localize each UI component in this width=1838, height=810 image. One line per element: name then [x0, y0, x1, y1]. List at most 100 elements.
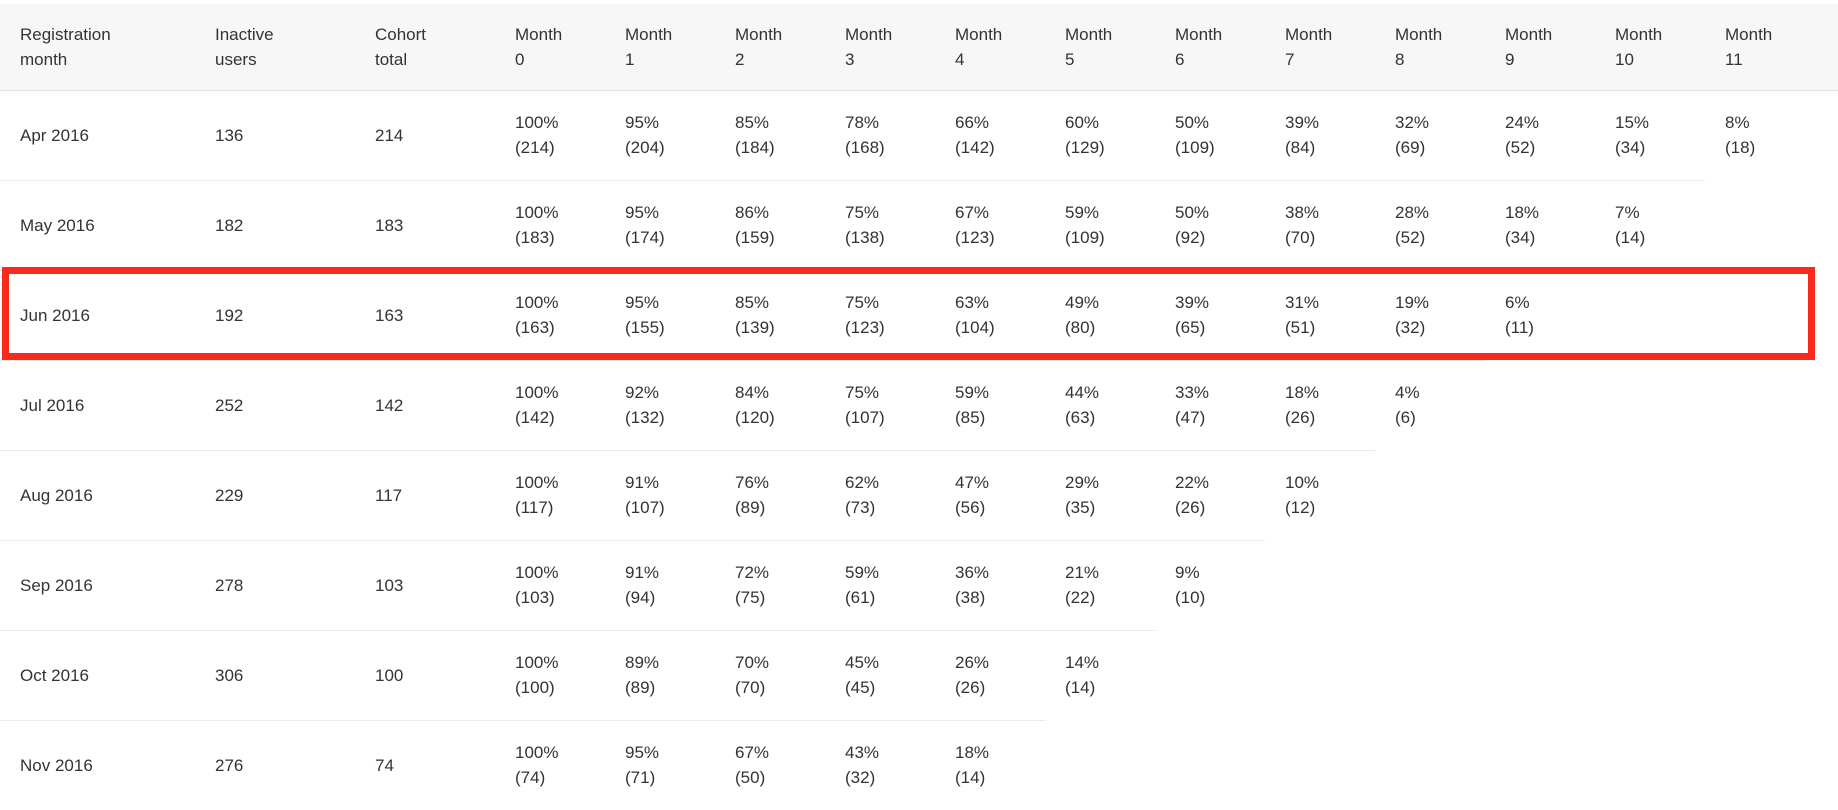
month-3-cell: 75% (107) — [825, 359, 935, 450]
inactive-users-cell-value: 229 — [215, 485, 244, 505]
retention-count: (34) — [1615, 138, 1646, 157]
cohort-row-may-2016: May 2016 182 183 100% (183) 95% (174) 86% (159) 7… — [0, 179, 1838, 270]
column-header-month-8: Month 8 — [1375, 4, 1485, 91]
retention-percent: 36% — [955, 563, 990, 582]
retention-count: (51) — [1285, 318, 1316, 337]
inactive-users-cell: 306 — [195, 629, 355, 720]
retention-percent: 33% — [1175, 383, 1210, 402]
retention-count: (34) — [1505, 228, 1536, 247]
retention-percent: 45% — [845, 653, 880, 672]
cohort-total-cell: 100 — [355, 629, 495, 720]
month-8-cell: 19% (32) — [1375, 269, 1485, 360]
month-2-cell: 76% (89) — [715, 449, 825, 540]
column-header-label: Month 9 — [1505, 24, 1553, 69]
retention-percent: 60% — [1065, 113, 1100, 132]
column-header-label: Month 5 — [1065, 24, 1113, 69]
month-4-cell: 67% (123) — [935, 179, 1045, 270]
retention-percent: 29% — [1065, 473, 1100, 492]
column-header-label: Month 10 — [1615, 24, 1663, 69]
retention-percent: 86% — [735, 203, 770, 222]
retention-percent: 85% — [735, 113, 770, 132]
retention-count: (129) — [1065, 138, 1105, 157]
month-10-cell-empty — [1595, 450, 1705, 540]
retention-count: (142) — [955, 138, 995, 157]
retention-percent: 7% — [1615, 203, 1640, 223]
registration-month-cell-value: Jun 2016 — [20, 305, 90, 325]
month-6-cell: 33% (47) — [1155, 359, 1265, 450]
retention-percent: 75% — [845, 203, 880, 222]
inactive-users-cell: 276 — [195, 719, 355, 810]
month-0-cell: 100% (74) — [495, 719, 605, 810]
inactive-users-cell: 278 — [195, 539, 355, 630]
retention-percent: 95% — [625, 203, 660, 222]
retention-count: (80) — [1065, 318, 1096, 337]
column-header-label: Month 0 — [515, 24, 563, 69]
retention-count: (104) — [955, 318, 995, 337]
month-0-cell: 100% (117) — [495, 449, 605, 540]
retention-percent: 100% — [515, 473, 559, 492]
month-3-cell: 75% (123) — [825, 269, 935, 360]
retention-count: (123) — [845, 318, 885, 337]
month-0-cell: 100% (142) — [495, 359, 605, 450]
cohort-total-cell: 142 — [355, 359, 495, 450]
month-11-cell-empty — [1705, 630, 1838, 720]
retention-percent: 14% — [1065, 653, 1100, 673]
registration-month-cell: Sep 2016 — [0, 539, 195, 630]
retention-count: (26) — [1175, 498, 1206, 517]
retention-count: (214) — [515, 138, 555, 157]
month-6-cell: 22% (26) — [1155, 449, 1265, 540]
month-11-cell-empty — [1705, 180, 1838, 270]
cohort-row-nov-2016: Nov 2016 276 74 100% (74) 95% (71) 67% (50) 43% (3… — [0, 719, 1838, 810]
retention-percent: 49% — [1065, 293, 1100, 312]
month-2-cell: 72% (75) — [715, 539, 825, 630]
retention-count: (47) — [1175, 408, 1206, 427]
retention-percent: 31% — [1285, 293, 1320, 312]
retention-count: (163) — [515, 318, 555, 337]
retention-percent: 26% — [955, 653, 990, 672]
month-6-cell-empty — [1155, 720, 1265, 810]
retention-percent: 84% — [735, 383, 770, 402]
retention-count: (103) — [515, 588, 555, 607]
retention-count: (71) — [625, 768, 656, 788]
retention-count: (109) — [1175, 138, 1215, 157]
retention-count: (94) — [625, 588, 656, 607]
retention-percent: 44% — [1065, 383, 1100, 402]
month-11-cell-empty — [1705, 360, 1838, 450]
cohort-total-cell: 103 — [355, 539, 495, 630]
retention-percent: 39% — [1175, 293, 1210, 312]
retention-percent: 38% — [1285, 203, 1320, 222]
retention-percent: 70% — [735, 653, 770, 672]
month-6-cell-empty — [1155, 630, 1265, 720]
month-4-cell: 66% (142) — [935, 89, 1045, 180]
month-6-cell: 50% (92) — [1155, 179, 1265, 270]
month-3-cell: 75% (138) — [825, 179, 935, 270]
cohort-total-cell: 163 — [355, 269, 495, 360]
retention-count: (159) — [735, 228, 775, 247]
cohort-total-cell: 117 — [355, 449, 495, 540]
retention-count: (100) — [515, 678, 555, 697]
retention-count: (142) — [515, 408, 555, 427]
retention-count: (123) — [955, 228, 995, 247]
retention-count: (52) — [1505, 138, 1536, 157]
retention-percent: 32% — [1395, 113, 1430, 132]
month-3-cell: 62% (73) — [825, 449, 935, 540]
column-header-month-2: Month 2 — [715, 4, 825, 91]
month-4-cell: 63% (104) — [935, 269, 1045, 360]
retention-percent: 100% — [515, 563, 559, 582]
retention-count: (109) — [1065, 228, 1105, 247]
month-2-cell: 70% (70) — [715, 629, 825, 720]
registration-month-cell-value: May 2016 — [20, 215, 95, 235]
registration-month-cell: Nov 2016 — [0, 719, 195, 810]
month-0-cell: 100% (103) — [495, 539, 605, 630]
retention-count: (184) — [735, 138, 775, 157]
cohort-total-cell-value: 142 — [375, 395, 404, 415]
month-4-cell: 59% (85) — [935, 359, 1045, 450]
month-1-cell: 91% (94) — [605, 539, 715, 630]
inactive-users-cell-value: 276 — [215, 755, 244, 775]
retention-percent: 4% — [1395, 383, 1420, 403]
column-header-month-3: Month 3 — [825, 4, 935, 91]
month-5-cell: 49% (80) — [1045, 269, 1155, 360]
retention-percent: 6% — [1505, 293, 1530, 313]
retention-percent: 9% — [1175, 563, 1200, 583]
retention-count: (92) — [1175, 228, 1206, 247]
